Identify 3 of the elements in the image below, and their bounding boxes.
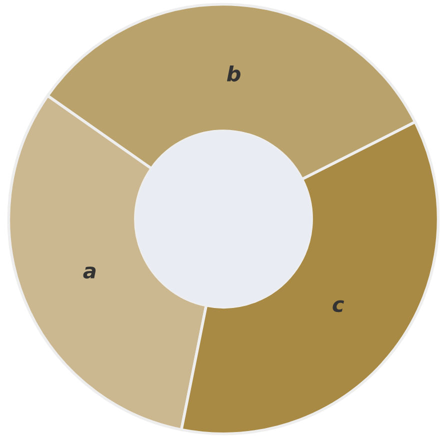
slice-label: a <box>83 266 96 279</box>
slice-label: c <box>332 300 344 312</box>
slice-label: b <box>226 65 240 82</box>
